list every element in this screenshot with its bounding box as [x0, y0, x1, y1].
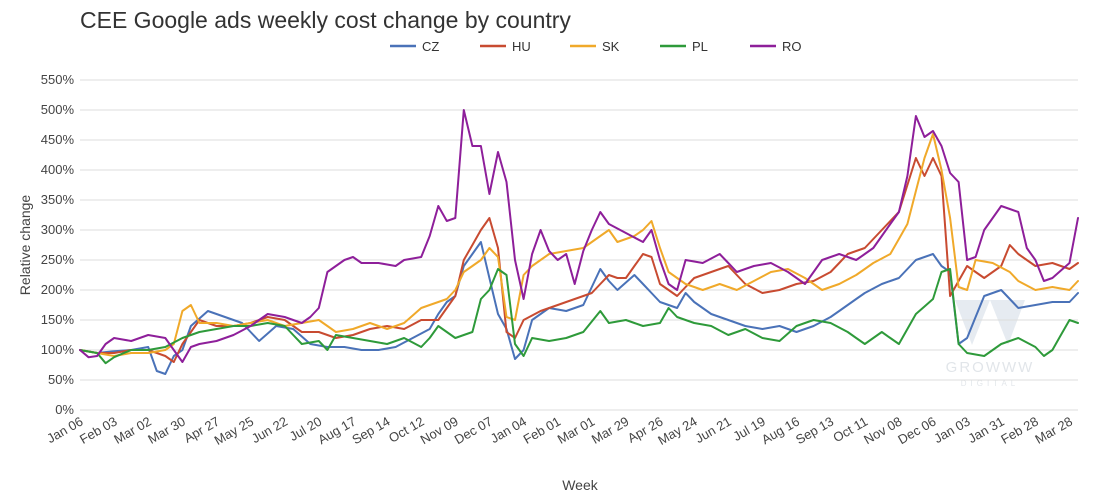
x-tick-label: May 25	[212, 414, 256, 448]
series-line-sk	[79, 133, 1079, 357]
x-tick-label: Aug 16	[759, 414, 802, 448]
y-tick-label: 250%	[41, 252, 75, 267]
watermark-subtext: DIGITAL	[961, 379, 1020, 388]
y-tick-label: 300%	[41, 222, 75, 237]
y-tick-label: 350%	[41, 192, 75, 207]
y-tick-label: 400%	[41, 162, 75, 177]
x-tick-label: Feb 28	[998, 414, 1041, 447]
legend-label-pl: PL	[692, 39, 708, 54]
x-tick-label: Mar 01	[555, 414, 598, 447]
legend-label-ro: RO	[782, 39, 802, 54]
y-axis-ticks: 0% 50% 100% 150% 200% 250% 300% 350% 400% 450% 500…	[41, 72, 75, 417]
watermark-text: GROWWW	[946, 359, 1035, 376]
x-tick-label: Feb 03	[77, 414, 120, 447]
watermark-logo-mark-right	[990, 300, 1025, 345]
y-tick-label: 550%	[41, 72, 75, 87]
legend-label-sk: SK	[602, 39, 620, 54]
y-axis-label: Relative change	[17, 195, 33, 296]
x-tick-label: Dec 07	[452, 414, 495, 448]
y-tick-label: 150%	[41, 312, 75, 327]
y-tick-label: 450%	[41, 132, 75, 147]
y-tick-label: 500%	[41, 102, 75, 117]
grid	[80, 79, 1078, 411]
x-tick-label: Jan 06	[44, 414, 85, 447]
x-tick-label: Dec 06	[895, 414, 938, 448]
x-tick-label: Aug 17	[315, 414, 358, 448]
x-tick-label: Mar 28	[1032, 414, 1075, 447]
series-lines	[79, 109, 1079, 375]
y-tick-label: 100%	[41, 342, 75, 357]
x-tick-label: Jun 22	[249, 414, 290, 447]
x-tick-label: Sep 13	[793, 414, 836, 448]
series-line-pl	[79, 268, 1079, 365]
x-axis-label: Week	[562, 477, 599, 493]
x-tick-label: Jan 04	[488, 414, 529, 447]
chart-title: CEE Google ads weekly cost change by cou…	[80, 7, 571, 33]
series-line-cz	[79, 241, 1079, 375]
x-tick-label: Jun 21	[692, 414, 733, 447]
x-tick-label: Mar 30	[145, 414, 188, 447]
x-tick-label: Feb 01	[521, 414, 564, 447]
x-tick-label: Nov 08	[861, 414, 904, 448]
x-tick-label: Jan 03	[931, 414, 972, 447]
series-line-ro	[79, 109, 1079, 363]
y-tick-label: 50%	[48, 372, 74, 387]
legend-label-cz: CZ	[422, 39, 439, 54]
legend: CZ HU SK PL RO	[390, 39, 802, 54]
x-tick-label: Jan 31	[965, 414, 1006, 447]
y-tick-label: 200%	[41, 282, 75, 297]
x-tick-label: May 24	[655, 414, 699, 448]
x-tick-label: Mar 02	[111, 414, 154, 447]
legend-label-hu: HU	[512, 39, 531, 54]
x-tick-label: Mar 29	[589, 414, 632, 447]
x-tick-label: Nov 09	[418, 414, 461, 448]
y-tick-label: 0%	[55, 402, 74, 417]
x-tick-label: Sep 14	[349, 414, 392, 448]
